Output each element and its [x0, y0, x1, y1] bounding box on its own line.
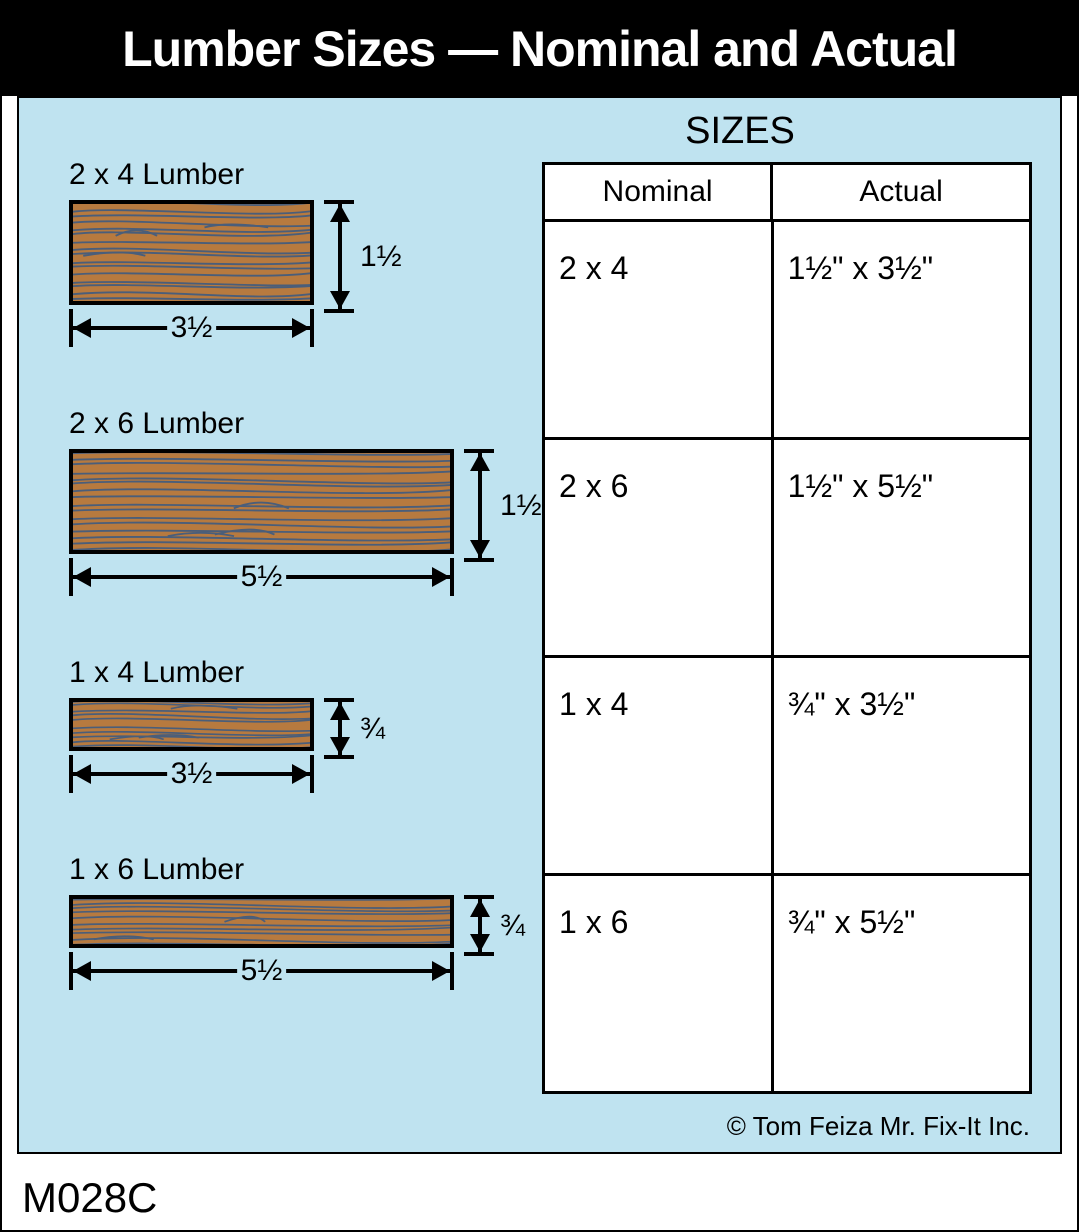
- table-header-cell: Actual: [770, 165, 1029, 219]
- lumber-diagram: 2 x 4 Lumber 1½ 3½: [69, 158, 539, 347]
- main-panel: 2 x 4 Lumber 1½ 3½ 2 x 6 L: [17, 96, 1062, 1154]
- lumber-diagram: 1 x 6 Lumber ¾ 5½: [69, 853, 539, 990]
- lumber-plank: [69, 449, 454, 554]
- width-label: 3½: [167, 311, 217, 345]
- nominal-cell: 1 x 6: [545, 876, 771, 1091]
- table-row: 1 x 6 ¾" x 5½": [545, 873, 1029, 1091]
- figure-code: M028C: [22, 1174, 157, 1222]
- title-bar: Lumber Sizes — Nominal and Actual: [2, 2, 1077, 96]
- title-text: Lumber Sizes — Nominal and Actual: [122, 21, 957, 77]
- copyright-text: © Tom Feiza Mr. Fix-It Inc.: [727, 1111, 1030, 1142]
- lumber-plank: [69, 200, 314, 305]
- width-label: 3½: [167, 757, 217, 791]
- lumber-label: 1 x 4 Lumber: [69, 656, 539, 690]
- width-dimension: 5½: [69, 952, 454, 990]
- actual-cell: ¾" x 5½": [771, 876, 1029, 1091]
- width-dimension: 5½: [69, 558, 454, 596]
- nominal-cell: 2 x 6: [545, 440, 771, 655]
- table-header-row: NominalActual: [545, 165, 1029, 219]
- lumber-label: 1 x 6 Lumber: [69, 853, 539, 887]
- width-dimension: 3½: [69, 309, 314, 347]
- sizes-table: NominalActual 2 x 4 1½" x 3½" 2 x 6 1½" …: [542, 162, 1032, 1094]
- lumber-diagram: 2 x 6 Lumber 1½ 5½: [69, 407, 539, 596]
- height-label: ¾: [500, 909, 525, 943]
- height-label: ¾: [360, 712, 385, 746]
- table-header-cell: Nominal: [545, 165, 770, 219]
- figure-container: Lumber Sizes — Nominal and Actual 2 x 4 …: [0, 0, 1079, 1232]
- lumber-plank: [69, 698, 314, 751]
- height-label: 1½: [500, 489, 542, 523]
- actual-cell: 1½" x 3½": [771, 222, 1029, 437]
- height-dimension: ¾: [324, 698, 394, 759]
- lumber-label: 2 x 4 Lumber: [69, 158, 539, 192]
- table-row: 2 x 4 1½" x 3½": [545, 219, 1029, 437]
- width-dimension: 3½: [69, 755, 314, 793]
- height-label: 1½: [360, 240, 402, 274]
- lumber-label: 2 x 6 Lumber: [69, 407, 539, 441]
- table-row: 2 x 6 1½" x 5½": [545, 437, 1029, 655]
- nominal-cell: 1 x 4: [545, 658, 771, 873]
- table-title: SIZES: [510, 110, 970, 153]
- nominal-cell: 2 x 4: [545, 222, 771, 437]
- width-label: 5½: [237, 954, 287, 988]
- lumber-plank: [69, 895, 454, 948]
- lumber-diagram: 1 x 4 Lumber ¾ 3½: [69, 656, 539, 793]
- width-label: 5½: [237, 560, 287, 594]
- diagrams-column: 2 x 4 Lumber 1½ 3½ 2 x 6 L: [69, 158, 539, 1050]
- actual-cell: ¾" x 3½": [771, 658, 1029, 873]
- height-dimension: ¾: [464, 895, 534, 956]
- table-row: 1 x 4 ¾" x 3½": [545, 655, 1029, 873]
- actual-cell: 1½" x 5½": [771, 440, 1029, 655]
- height-dimension: 1½: [324, 200, 394, 313]
- height-dimension: 1½: [464, 449, 534, 562]
